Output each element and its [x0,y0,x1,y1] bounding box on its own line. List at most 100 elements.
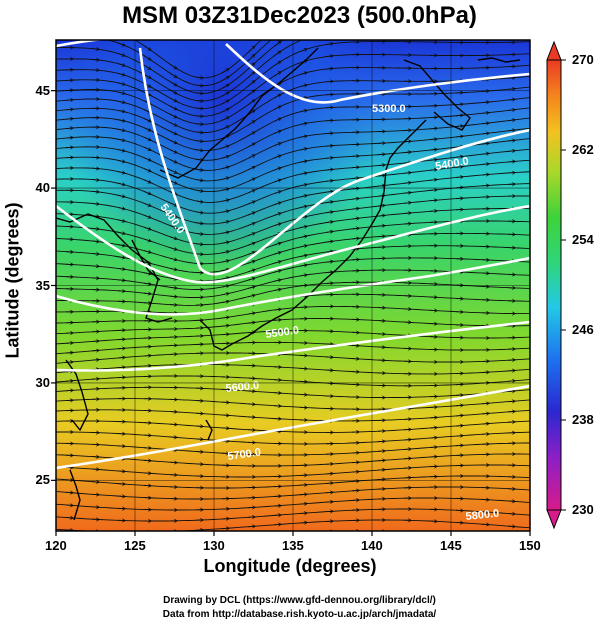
streamline-arrow [481,100,491,105]
streamline-arrow [169,81,178,87]
credits-drawing: Drawing by DCL (https://www.gfd-dennou.o… [163,595,436,606]
colorbar-ramp [546,59,562,511]
streamline-arrow [169,122,179,127]
streamline-arrow [247,189,257,194]
streamline-arrow [326,0,332,1]
streamline-arrow [117,72,127,77]
streamline-arrow [377,173,387,178]
streamline-arrow [299,108,309,114]
x-tick-label: 130 [203,538,225,553]
colorbar-max-arrow [546,40,562,61]
streamline-arrow [377,183,387,189]
streamline-arrow [273,269,283,274]
streamline-arrow [351,226,361,231]
streamline-arrow [117,118,127,123]
streamline-arrow [247,250,257,256]
streamline-arrow [325,66,335,71]
streamline-arrow [325,178,335,184]
streamline-arrow [117,266,127,272]
streamline-arrow [143,214,153,219]
streamline-arrow [143,202,153,207]
contour-label: 5400.0 [434,155,469,173]
x-tick-label: 125 [124,538,146,553]
streamline-arrow [195,199,205,204]
streamline-arrow [299,121,309,126]
streamline-arrow [117,42,127,47]
streamline-arrow [325,155,335,161]
streamline-arrow [247,79,256,87]
streamline-arrow [221,267,231,273]
streamline-arrow [403,170,413,176]
streamline-arrow [169,285,179,291]
streamline-arrow [273,260,283,265]
streamline-arrow [169,257,179,262]
streamline-arrow [481,151,491,157]
streamline-arrow [143,74,152,79]
streamline-arrow [117,52,127,57]
streamline-arrow [169,266,179,272]
streamline-arrow [299,243,309,249]
streamline-arrow [169,105,179,111]
streamline-arrow [221,315,231,320]
streamline-arrow [455,113,465,118]
x-tick-label: 120 [45,538,67,553]
streamline-arrow [481,141,491,146]
streamline-arrow [273,60,282,67]
streamline-arrow [195,231,205,237]
streamline-arrow [195,157,205,162]
streamline-arrow [117,108,127,114]
contour-label: 5700.0 [227,446,262,463]
streamline-arrow [273,287,283,292]
streamline-arrow [273,105,283,110]
streamline-arrow [221,154,231,160]
coastlines [56,47,521,521]
colorbar-tick-label: 246 [572,322,594,337]
streamline-arrow [169,113,179,119]
streamline-arrow [221,99,230,105]
x-axis-label: Longitude (degrees) [203,556,377,576]
streamline-arrow [351,175,361,181]
streamline-arrow [195,188,205,193]
streamline-arrow [143,146,153,151]
streamline-arrow [247,311,257,316]
streamline-arrow [95,40,101,41]
streamline-arrow [299,273,309,278]
streamline-arrow [195,130,205,135]
streamline-arrow [247,285,257,290]
streamline-arrow [273,142,283,147]
colorbar-tick-label: 270 [572,52,594,67]
streamline-arrow [326,10,332,11]
streamline-arrow [221,291,231,297]
streamline-arrow [117,277,127,283]
streamline-arrow [299,47,309,53]
streamline-arrow [143,238,153,243]
streamline-arrow [403,180,413,186]
streamline-arrow [299,234,309,239]
streamline-arrow [169,72,178,79]
streamline-arrow [195,138,205,144]
streamline-arrow [326,32,332,33]
streamline-arrow [325,219,335,225]
streamline-arrow [247,45,256,53]
streamline-arrow [507,117,517,123]
streamline-arrow [377,162,387,168]
streamline-arrow [143,179,153,184]
streamline-arrow [143,45,152,51]
streamline-arrow [221,125,231,130]
streamline-arrow [143,109,153,114]
streamline-arrow [300,7,306,10]
streamline-arrow [169,276,179,281]
streamline-arrow [507,86,517,92]
streamline-arrow [169,63,178,70]
streamline-arrow [507,159,517,164]
streamline-arrow [143,291,153,296]
streamline-arrow [351,236,361,241]
streamline-arrow [195,167,205,172]
streamline-arrow [247,276,257,282]
streamline-arrow [377,213,387,218]
streamline-arrow [429,137,439,142]
streamline-arrow [247,232,257,237]
streamline-arrow [169,149,179,154]
streamline-arrow [247,142,256,148]
streamline-arrow [273,201,283,206]
